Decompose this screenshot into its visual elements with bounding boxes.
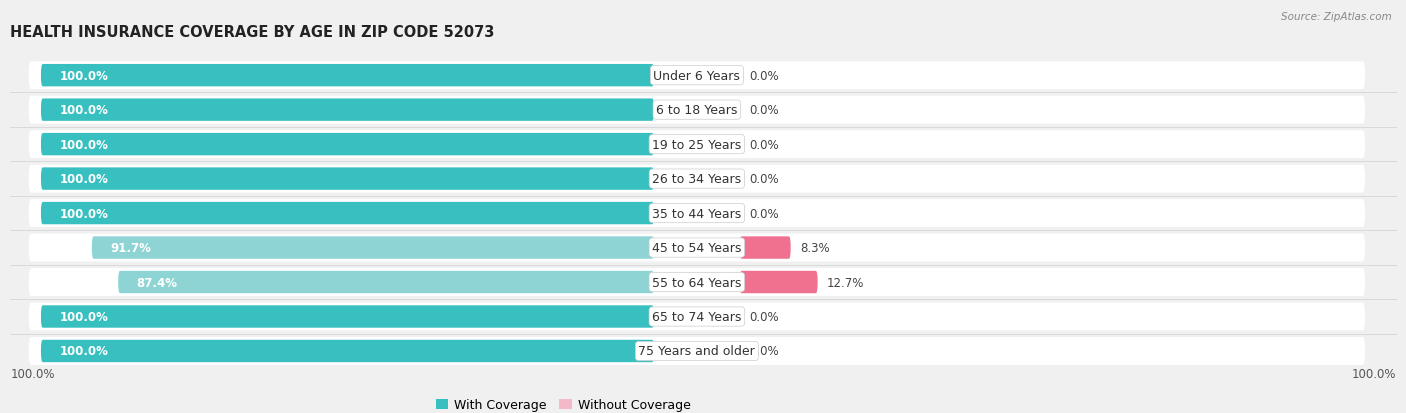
FancyBboxPatch shape	[28, 199, 1365, 228]
Text: 35 to 44 Years: 35 to 44 Years	[652, 207, 741, 220]
Text: 75 Years and older: 75 Years and older	[638, 344, 755, 358]
Text: Source: ZipAtlas.com: Source: ZipAtlas.com	[1281, 12, 1392, 22]
FancyBboxPatch shape	[28, 303, 1365, 331]
Text: 0.0%: 0.0%	[749, 310, 779, 323]
Text: Under 6 Years: Under 6 Years	[654, 69, 741, 83]
Text: 100.0%: 100.0%	[59, 310, 108, 323]
FancyBboxPatch shape	[41, 340, 654, 362]
Text: 100.0%: 100.0%	[59, 207, 108, 220]
Text: 0.0%: 0.0%	[749, 173, 779, 186]
Text: 100.0%: 100.0%	[59, 173, 108, 186]
Text: 100.0%: 100.0%	[59, 104, 108, 117]
FancyBboxPatch shape	[28, 165, 1365, 193]
Text: 0.0%: 0.0%	[749, 69, 779, 83]
Text: 100.0%: 100.0%	[59, 69, 108, 83]
Text: 65 to 74 Years: 65 to 74 Years	[652, 310, 741, 323]
FancyBboxPatch shape	[28, 234, 1365, 262]
FancyBboxPatch shape	[740, 271, 818, 294]
Text: 26 to 34 Years: 26 to 34 Years	[652, 173, 741, 186]
Text: HEALTH INSURANCE COVERAGE BY AGE IN ZIP CODE 52073: HEALTH INSURANCE COVERAGE BY AGE IN ZIP …	[10, 25, 495, 40]
Text: 55 to 64 Years: 55 to 64 Years	[652, 276, 741, 289]
Text: 12.7%: 12.7%	[827, 276, 865, 289]
Text: 100.0%: 100.0%	[10, 367, 55, 380]
FancyBboxPatch shape	[41, 99, 654, 121]
Text: 87.4%: 87.4%	[136, 276, 177, 289]
FancyBboxPatch shape	[28, 268, 1365, 296]
Text: 91.7%: 91.7%	[110, 242, 150, 254]
Text: 0.0%: 0.0%	[749, 138, 779, 151]
FancyBboxPatch shape	[28, 97, 1365, 124]
Text: 0.0%: 0.0%	[749, 207, 779, 220]
Text: 100.0%: 100.0%	[1351, 367, 1396, 380]
Text: 8.3%: 8.3%	[800, 242, 830, 254]
Text: 0.0%: 0.0%	[749, 344, 779, 358]
FancyBboxPatch shape	[118, 271, 654, 294]
Text: 100.0%: 100.0%	[59, 138, 108, 151]
FancyBboxPatch shape	[41, 133, 654, 156]
Text: 45 to 54 Years: 45 to 54 Years	[652, 242, 741, 254]
Text: 100.0%: 100.0%	[59, 344, 108, 358]
FancyBboxPatch shape	[28, 131, 1365, 159]
Legend: With Coverage, Without Coverage: With Coverage, Without Coverage	[436, 399, 690, 411]
FancyBboxPatch shape	[41, 65, 654, 87]
Text: 6 to 18 Years: 6 to 18 Years	[657, 104, 738, 117]
FancyBboxPatch shape	[41, 306, 654, 328]
FancyBboxPatch shape	[41, 168, 654, 190]
FancyBboxPatch shape	[28, 337, 1365, 365]
Text: 19 to 25 Years: 19 to 25 Years	[652, 138, 741, 151]
Text: 0.0%: 0.0%	[749, 104, 779, 117]
FancyBboxPatch shape	[28, 62, 1365, 90]
FancyBboxPatch shape	[91, 237, 654, 259]
FancyBboxPatch shape	[740, 237, 790, 259]
FancyBboxPatch shape	[41, 202, 654, 225]
